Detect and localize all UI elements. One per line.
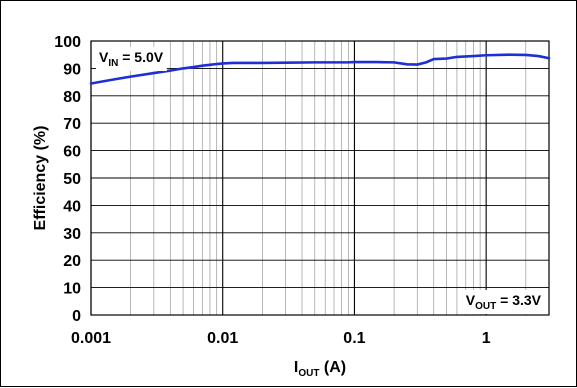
x-axis-label-suffix: (A) [319, 359, 346, 376]
vin-annotation-background [96, 47, 167, 71]
y-tick-labels: 0 10 20 30 40 50 60 70 80 90 100 [54, 34, 81, 325]
x-axis-label: IOUT (A) [294, 359, 346, 379]
x-tick-label: 0.001 [71, 330, 111, 347]
vin-annotation: VIN = 5.0V [99, 49, 164, 69]
series-line-efficiency [89, 53, 551, 85]
vout-annotation: VOUT = 3.3V [466, 292, 542, 312]
y-tick-label: 70 [63, 116, 81, 133]
vin-sub: IN [108, 58, 118, 69]
vin-suffix: = 5.0V [118, 49, 163, 65]
vout-suffix: = 3.3V [496, 292, 541, 308]
x-tick-label: 1 [482, 330, 491, 347]
vout-sub: OUT [475, 301, 496, 312]
y-tick-label: 30 [63, 226, 81, 243]
x-axis-label-main: I [294, 359, 298, 376]
vout-annotation-background [462, 290, 545, 314]
y-tick-label: 40 [63, 198, 81, 215]
y-tick-label: 60 [63, 144, 81, 161]
y-tick-label: 0 [72, 308, 81, 325]
y-tick-label: 50 [63, 171, 81, 188]
x-tick-labels: 0.001 0.01 0.1 1 [71, 330, 491, 347]
plot-border [90, 40, 550, 316]
y-tick-label: 80 [63, 89, 81, 106]
x-tick-label: 0.1 [343, 330, 365, 347]
y-tick-label: 90 [63, 61, 81, 78]
y-tick-label: 10 [63, 281, 81, 298]
y-axis-label: Efficiency (%) [32, 126, 49, 231]
vin-main: V [99, 49, 109, 65]
vout-main: V [466, 292, 476, 308]
y-tick-label: 100 [54, 34, 81, 51]
x-tick-label: 0.01 [207, 330, 238, 347]
y-tick-label: 20 [63, 253, 81, 270]
x-axis-label-sub: OUT [298, 368, 319, 379]
